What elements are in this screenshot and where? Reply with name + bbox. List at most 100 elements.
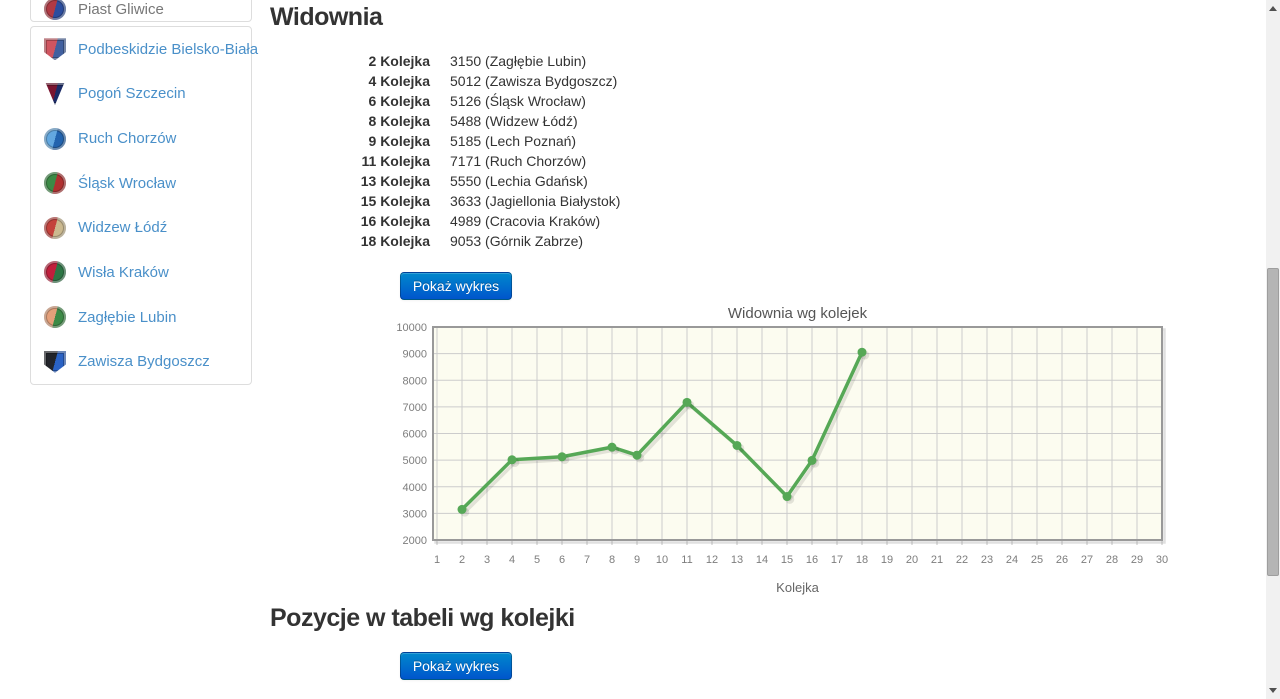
attendance-row: 8 Kolejka 5488 (Widzew Łódź) [270,111,620,131]
x-tick-label: 26 [1056,554,1068,566]
sidebar-item-team[interactable]: Zagłębie Lubin [31,295,251,340]
x-tick-label: 20 [906,554,918,566]
positions-section-title: Pozycje w tabeli wg kolejki [270,604,575,632]
sidebar-item-team[interactable]: Ruch Chorzów [31,116,251,161]
x-tick-label: 11 [681,554,692,566]
x-tick-label: 17 [831,554,843,566]
team-crest-icon [44,172,66,195]
sidebar-item-team[interactable]: Zawisza Bydgoszcz [31,339,251,384]
round-label: 15 Kolejka [360,193,430,209]
y-tick-label: 2000 [403,535,427,547]
attendance-value: 7171 (Ruch Chorzów) [450,153,587,169]
y-tick-label: 6000 [403,429,427,441]
attendance-value: 5126 (Śląsk Wrocław) [450,93,586,109]
x-tick-label: 23 [981,554,993,566]
round-label: 4 Kolejka [368,73,430,89]
scroll-up-icon [1269,6,1277,11]
line-series [460,351,864,511]
chart-data-point [557,452,567,462]
x-tick-label: 18 [856,554,868,566]
attendance-value: 3633 (Jagiellonia Białystok) [450,193,621,209]
sidebar-item-team[interactable]: Podbeskidzie Bielsko-Biała [31,27,258,72]
x-tick-label: 9 [634,554,640,566]
sidebar-item-team[interactable]: Wisła Kraków [31,250,251,295]
attendance-section-title: Widownia [270,3,383,31]
y-tick-label: 4000 [403,482,427,494]
attendance-value: 5185 (Lech Poznań) [450,133,577,149]
team-crest-icon [44,0,66,20]
x-tick-label: 8 [609,554,615,566]
show-attendance-chart-button[interactable]: Pokaż wykres [400,272,512,300]
x-tick-label: 1 [434,554,440,566]
y-tick-label: 10000 [396,322,427,334]
x-tick-label: 4 [509,554,515,566]
x-tick-label: 25 [1031,554,1043,566]
sidebar-item-team[interactable]: Widzew Łódź [31,206,251,251]
team-crest-icon [44,350,66,373]
sidebar-item-active-team[interactable]: Piast Gliwice [31,0,251,21]
x-tick-label: 5 [534,554,540,566]
y-tick-label: 7000 [403,402,427,414]
attendance-row: 11 Kolejka 7171 (Ruch Chorzów) [270,151,620,171]
x-tick-label: 12 [706,554,718,566]
y-tick-label: 3000 [403,508,427,520]
x-tick-label: 24 [1006,554,1018,566]
team-label: Ruch Chorzów [78,130,177,148]
x-tick-label: 7 [584,554,590,566]
attendance-value: 5550 (Lechia Gdańsk) [450,173,588,189]
chart-title: Widownia wg kolejek [728,305,868,322]
x-tick-label: 6 [559,554,565,566]
round-label: 9 Kolejka [368,133,430,149]
attendance-value: 5488 (Widzew Łódź) [450,113,578,129]
team-label: Śląsk Wrocław [78,174,177,192]
attendance-row: 6 Kolejka 5126 (Śląsk Wrocław) [270,91,620,111]
line-series-shadow [463,354,867,514]
x-tick-label: 13 [731,554,743,566]
sidebar-item-team[interactable]: Pogoń Szczecin [31,72,251,117]
x-tick-label: 29 [1131,554,1143,566]
team-label: Piast Gliwice [78,0,164,18]
round-label: 18 Kolejka [360,233,430,249]
y-tick-label: 9000 [403,349,427,361]
chart-data-point [782,492,792,502]
attendance-row: 9 Kolejka 5185 (Lech Poznań) [270,131,620,151]
attendance-row: 18 Kolejka 9053 (Górnik Zabrze) [270,231,620,251]
team-label: Zagłębie Lubin [78,308,177,326]
sidebar-item-team[interactable]: Śląsk Wrocław [31,161,251,206]
chart-data-point [632,450,642,460]
chart-x-axis-label: Kolejka [776,580,819,595]
round-label: 8 Kolejka [368,113,430,129]
team-label: Zawisza Bydgoszcz [78,353,210,371]
team-crest-icon [44,216,66,239]
chart-data-point [857,347,867,357]
chart-data-point [457,504,467,514]
scroll-down-button[interactable] [1266,682,1280,699]
x-tick-label: 27 [1081,554,1093,566]
x-tick-label: 3 [484,554,490,566]
sidebar-active-panel: Piast Gliwice [30,0,252,22]
x-tick-label: 10 [656,554,668,566]
scrollbar[interactable] [1266,0,1280,699]
x-tick-label: 14 [756,554,768,566]
team-crest-icon [44,261,66,284]
team-crest-icon [44,306,66,329]
x-tick-label: 22 [956,554,968,566]
x-tick-label: 19 [881,554,893,566]
x-tick-label: 28 [1106,554,1118,566]
attendance-value: 9053 (Górnik Zabrze) [450,233,584,249]
round-label: 11 Kolejka [361,153,431,169]
chart-data-point [507,455,517,465]
scrollbar-thumb[interactable] [1267,268,1279,576]
chart-data-point [607,442,617,452]
chart-data-point [732,440,742,450]
chart-border [432,326,1163,541]
attendance-line-chart: 1 2 3 4 5 6 7 8 9 10 11 12 13 14 15 16 17 18 19 20 21 22 23 24 2… [396,305,1168,595]
chart-data-point [807,455,817,465]
show-positions-chart-button[interactable]: Pokaż wykres [400,652,512,680]
scroll-up-button[interactable] [1266,0,1280,17]
attendance-list: 2 Kolejka 3150 (Zagłębie Lubin) 4 Kolejka 5… [270,51,621,251]
team-crest-icon [44,38,66,61]
round-label: 13 Kolejka [360,173,430,189]
team-label: Widzew Łódź [78,219,168,237]
team-crest-icon [45,82,65,105]
